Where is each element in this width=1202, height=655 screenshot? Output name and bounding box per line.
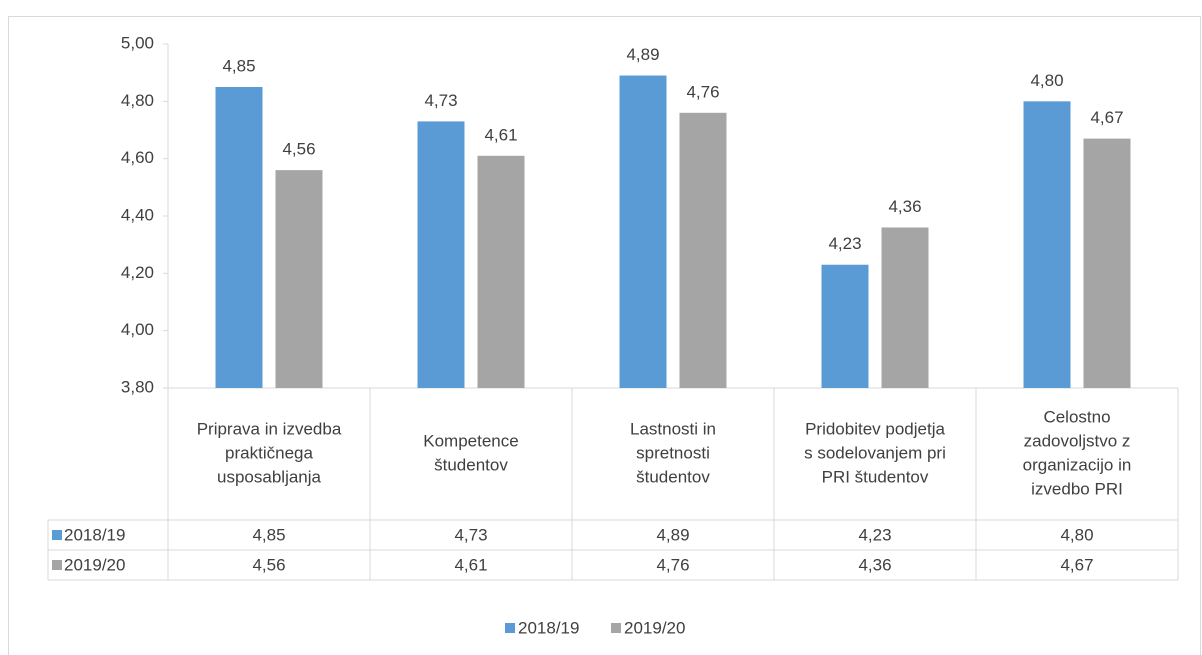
bar [1023,101,1071,388]
x-tick-label: Kompetence [423,431,518,450]
table-value: 4,67 [1060,555,1093,574]
data-label: 4,61 [484,125,517,144]
chart-border [8,16,1201,655]
bar [881,227,929,388]
table-value: 4,89 [656,525,689,544]
bar [679,112,727,389]
bar [215,87,263,388]
y-tick-label: 3,80 [121,377,154,396]
y-tick-label: 4,20 [121,263,154,282]
x-tick-label: Priprava in izvedba [197,419,342,438]
bar [477,155,525,388]
table-value: 4,85 [252,525,285,544]
bar [1083,138,1131,388]
data-label: 4,85 [222,56,255,75]
bar [619,75,667,389]
bar [821,264,869,388]
legend-swatch [611,623,621,633]
x-tick-label: organizacijo in [1023,455,1132,474]
data-label: 4,76 [686,82,719,101]
table-legend-swatch [52,530,62,540]
data-label: 4,56 [282,140,315,159]
table-value: 4,73 [454,525,487,544]
x-tick-label: študentov [434,455,508,474]
data-label: 4,67 [1090,108,1123,127]
table-value: 4,61 [454,555,487,574]
x-tick-label: Celostno [1043,407,1110,426]
y-tick-label: 5,00 [121,33,154,52]
data-label: 4,36 [888,197,921,216]
y-tick-label: 4,60 [121,148,154,167]
table-value: 4,23 [858,525,891,544]
y-tick-label: 4,40 [121,205,154,224]
table-legend-swatch [52,560,62,570]
y-tick-label: 4,80 [121,91,154,110]
table-value: 4,36 [858,555,891,574]
data-label: 4,23 [828,234,861,253]
x-tick-label: usposabljanja [217,467,322,486]
x-tick-label: Pridobitev podjetja [805,419,945,438]
table-row-label: 2018/19 [64,525,125,544]
table-value: 4,56 [252,555,285,574]
y-tick-label: 4,00 [121,320,154,339]
data-label: 4,73 [424,91,457,110]
x-tick-label: študentov [636,467,710,486]
bar [275,170,323,388]
legend-swatch [505,623,515,633]
x-tick-label: Lastnosti in [630,419,716,438]
x-tick-label: PRI študentov [822,467,929,486]
data-label: 4,80 [1030,71,1063,90]
x-tick-label: spretnosti [636,443,710,462]
x-tick-label: zadovoljstvo z [1024,431,1131,450]
x-tick-label: s sodelovanjem pri [804,443,946,462]
table-value: 4,80 [1060,525,1093,544]
x-tick-label: izvedbo PRI [1031,479,1123,498]
table-row-label: 2019/20 [64,555,125,574]
table-value: 4,76 [656,555,689,574]
legend-label: 2018/19 [518,618,579,637]
bar [417,121,465,389]
data-label: 4,89 [626,45,659,64]
legend-label: 2019/20 [624,618,685,637]
x-tick-label: praktičnega [225,443,313,462]
